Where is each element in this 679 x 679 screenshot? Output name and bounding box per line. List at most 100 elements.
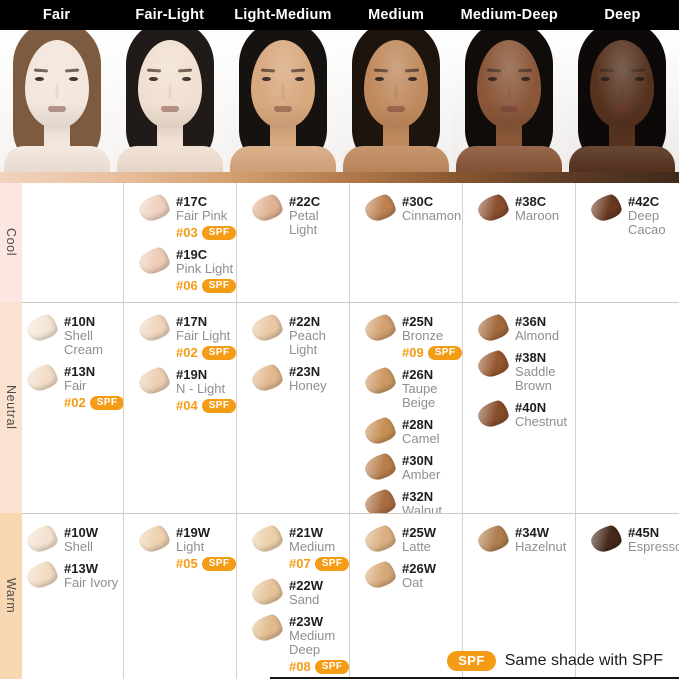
spf-variant-code: #05 [176, 556, 198, 571]
spf-badge: SPF [201, 225, 236, 240]
shade-swatch [24, 523, 60, 555]
model-photo [452, 30, 566, 172]
spf-variant: #04 SPF [176, 398, 236, 413]
shade-swatch [136, 192, 172, 224]
shade-entry: #19C Pink Light #06 SPF [136, 245, 236, 293]
spf-legend-text: Same shade with SPF [504, 652, 663, 669]
shade-swatch [249, 612, 285, 644]
shade-entry: #28N Camel [362, 415, 460, 447]
depth-category-label: Fair-Light [135, 7, 205, 23]
shade-entry: #40N Chestnut [475, 398, 573, 430]
shade-name: N - Light [176, 381, 226, 396]
spf-variant: #06 SPF [176, 278, 236, 293]
model-face [24, 40, 89, 128]
spf-badge: SPF [89, 395, 123, 410]
tone-label: Warm [4, 578, 18, 614]
shade-code: #42C [628, 194, 660, 209]
shade-entry: #17C Fair Pink #03 SPF [136, 192, 236, 240]
shade-cell: #10W Shell #13W Fair Ivory [22, 514, 123, 679]
shade-swatch [362, 559, 398, 591]
spf-badge: SPF [201, 556, 236, 571]
skin-tone-gradient-strip [0, 172, 679, 183]
shade-code: #10N [64, 314, 96, 329]
shade-name: Fair Ivory [64, 575, 119, 590]
spf-variant: #07 SPF [289, 556, 349, 571]
shade-code: #38N [515, 350, 547, 365]
model-shoulders [456, 146, 563, 172]
model-shoulders [569, 146, 676, 172]
shade-entry: #22N Peach Light [249, 312, 347, 357]
shade-swatch [24, 559, 60, 591]
shade-swatch [475, 398, 511, 430]
shade-code: #19W [176, 525, 210, 540]
shade-name: Honey [289, 378, 327, 393]
shade-entry: #13N Fair #02 SPF [24, 362, 123, 410]
shade-entry: #13W Fair Ivory [24, 559, 121, 591]
tone-strip: Neutral [0, 302, 22, 513]
shade-name: Peach Light [289, 328, 326, 357]
shade-entry: #26N Taupe Beige [362, 365, 460, 410]
shade-cell: #42C Deep Cacao [575, 183, 679, 302]
shade-swatch [249, 576, 285, 608]
shade-code: #32N [402, 489, 434, 504]
shade-name: Medium [289, 539, 336, 554]
shade-entry: #25W Latte [362, 523, 460, 555]
model-face [364, 40, 429, 128]
model-face [590, 40, 655, 128]
spf-badge: SPF [314, 659, 349, 674]
shade-cell: #45N Espresso [575, 514, 679, 679]
shade-name: Cinnamon [402, 208, 462, 223]
shade-code: #25N [402, 314, 434, 329]
depth-category-label: Light-Medium [234, 7, 332, 23]
depth-category-label: Medium-Deep [460, 7, 558, 23]
shade-name: Taupe Beige [402, 381, 438, 410]
shade-swatch [475, 312, 511, 344]
shade-swatch [24, 312, 60, 344]
shade-entry: #17N Fair Light #02 SPF [136, 312, 236, 360]
tone-row-cool: Cool #17C Fair Pink #03 SPF #19C Pink Li… [0, 183, 679, 302]
model-shoulders [116, 146, 223, 172]
model-face [477, 40, 542, 128]
shade-entry: #10N Shell Cream [24, 312, 121, 357]
shade-entry: #36N Almond [475, 312, 573, 344]
shade-swatch [588, 192, 624, 224]
shade-swatch [136, 312, 172, 344]
shade-name: Latte [402, 539, 431, 554]
tone-label: Neutral [4, 385, 18, 430]
model-photo [339, 30, 453, 172]
shade-code: #38C [515, 194, 547, 209]
bottom-divider [270, 677, 679, 679]
tone-label: Cool [4, 228, 18, 257]
shade-code: #17N [176, 314, 208, 329]
shade-grid: Cool #17C Fair Pink #03 SPF #19C Pink Li… [0, 183, 679, 679]
shade-cell: #22N Peach Light #23N Honey [236, 303, 349, 513]
shade-entry: #25N Bronze #09 SPF [362, 312, 462, 360]
shade-cell: #25N Bronze #09 SPF #26N Taupe Beige #28… [349, 303, 462, 513]
shade-entry: #30C Cinnamon [362, 192, 462, 224]
depth-category-label: Medium [368, 7, 425, 23]
spf-variant-code: #09 [402, 345, 424, 360]
shade-code: #22N [289, 314, 321, 329]
spf-variant-code: #02 [64, 395, 86, 410]
shade-cell: #36N Almond #38N Saddle Brown #40N Chest… [462, 303, 575, 513]
tone-row-warm: Warm #10W Shell #13W Fair Ivory #19W Lig… [0, 513, 679, 679]
shade-swatch [362, 365, 398, 397]
shade-code: #13W [64, 561, 98, 576]
shade-swatch [136, 523, 172, 555]
shade-code: #30C [402, 194, 434, 209]
shade-name: Sand [289, 592, 320, 607]
shade-name: Amber [402, 467, 441, 482]
shade-code: #13N [64, 364, 96, 379]
shade-cell [575, 303, 679, 513]
model-shoulders [343, 146, 450, 172]
shade-cell: #38C Maroon [462, 183, 575, 302]
shade-name: Bronze [402, 328, 444, 343]
shade-cell: #22C Petal Light [236, 183, 349, 302]
shade-entry: #26W Oat [362, 559, 460, 591]
shade-cell: #21W Medium #07 SPF #22W Sand #23W Mediu… [236, 514, 349, 679]
shade-code: #10W [64, 525, 98, 540]
models-row [0, 30, 679, 172]
shade-entry: #22C Petal Light [249, 192, 347, 237]
shade-swatch [475, 192, 511, 224]
